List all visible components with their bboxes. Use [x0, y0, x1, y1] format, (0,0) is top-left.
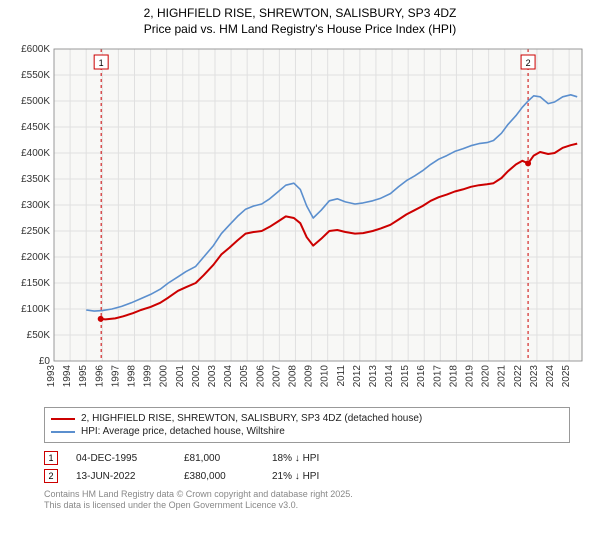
svg-text:2002: 2002: [191, 365, 202, 388]
legend-row-0: 2, HIGHFIELD RISE, SHREWTON, SALISBURY, …: [51, 412, 563, 425]
svg-text:2007: 2007: [271, 365, 282, 388]
svg-text:2020: 2020: [481, 365, 492, 388]
svg-text:£300K: £300K: [21, 200, 50, 211]
svg-text:1997: 1997: [110, 365, 121, 388]
marker-badge-1: 2: [44, 469, 58, 483]
marker-row-0: 1 04-DEC-1995 £81,000 18% ↓ HPI: [44, 449, 570, 467]
legend-label-0: 2, HIGHFIELD RISE, SHREWTON, SALISBURY, …: [81, 413, 422, 424]
attribution-line-1: Contains HM Land Registry data © Crown c…: [44, 489, 570, 500]
chart-title-block: 2, HIGHFIELD RISE, SHREWTON, SALISBURY, …: [0, 0, 600, 41]
svg-text:2024: 2024: [545, 365, 556, 388]
svg-text:2009: 2009: [304, 365, 315, 388]
svg-text:1999: 1999: [143, 365, 154, 388]
svg-text:£350K: £350K: [21, 174, 50, 185]
marker-price-1: £380,000: [184, 471, 254, 482]
svg-text:£500K: £500K: [21, 96, 50, 107]
svg-text:2011: 2011: [336, 365, 347, 387]
svg-text:2017: 2017: [432, 365, 443, 388]
marker-delta-0: 18% ↓ HPI: [272, 453, 319, 464]
svg-text:£400K: £400K: [21, 148, 50, 159]
marker-price-0: £81,000: [184, 453, 254, 464]
svg-text:2022: 2022: [513, 365, 524, 388]
price-chart: £0£50K£100K£150K£200K£250K£300K£350K£400…: [10, 41, 590, 401]
svg-text:1: 1: [99, 58, 104, 68]
svg-text:£600K: £600K: [21, 44, 50, 55]
svg-text:2023: 2023: [529, 365, 540, 388]
svg-text:1993: 1993: [46, 365, 57, 388]
svg-text:1995: 1995: [78, 365, 89, 388]
svg-text:£450K: £450K: [21, 122, 50, 133]
legend-label-1: HPI: Average price, detached house, Wilt…: [81, 426, 285, 437]
svg-text:2013: 2013: [368, 365, 379, 388]
svg-text:1994: 1994: [62, 365, 73, 388]
svg-text:2008: 2008: [287, 365, 298, 388]
svg-text:2006: 2006: [255, 365, 266, 388]
svg-text:£150K: £150K: [21, 278, 50, 289]
marker-date-0: 04-DEC-1995: [76, 453, 166, 464]
svg-text:2019: 2019: [465, 365, 476, 388]
svg-text:2010: 2010: [320, 365, 331, 388]
svg-text:2015: 2015: [400, 365, 411, 388]
svg-text:£550K: £550K: [21, 70, 50, 81]
svg-text:2012: 2012: [352, 365, 363, 388]
attribution: Contains HM Land Registry data © Crown c…: [44, 489, 570, 512]
svg-text:2014: 2014: [384, 365, 395, 388]
title-line-2: Price paid vs. HM Land Registry's House …: [10, 22, 590, 38]
svg-text:2025: 2025: [561, 365, 572, 388]
marker-row-1: 2 13-JUN-2022 £380,000 21% ↓ HPI: [44, 467, 570, 485]
svg-text:2: 2: [526, 58, 531, 68]
svg-text:£50K: £50K: [27, 330, 51, 341]
svg-text:1996: 1996: [94, 365, 105, 388]
svg-text:2016: 2016: [416, 365, 427, 388]
marker-delta-1: 21% ↓ HPI: [272, 471, 319, 482]
svg-text:2003: 2003: [207, 365, 218, 388]
marker-date-1: 13-JUN-2022: [76, 471, 166, 482]
svg-text:2004: 2004: [223, 365, 234, 388]
svg-text:1998: 1998: [126, 365, 137, 388]
svg-text:£200K: £200K: [21, 252, 50, 263]
svg-text:2001: 2001: [175, 365, 186, 388]
svg-text:2005: 2005: [239, 365, 250, 388]
title-line-1: 2, HIGHFIELD RISE, SHREWTON, SALISBURY, …: [10, 6, 590, 22]
legend-swatch-0: [51, 418, 75, 420]
svg-text:2018: 2018: [448, 365, 459, 388]
svg-text:2000: 2000: [159, 365, 170, 388]
legend-row-1: HPI: Average price, detached house, Wilt…: [51, 425, 563, 438]
marker-badge-0: 1: [44, 451, 58, 465]
attribution-line-2: This data is licensed under the Open Gov…: [44, 500, 570, 511]
svg-text:£100K: £100K: [21, 304, 50, 315]
legend-swatch-1: [51, 431, 75, 433]
svg-text:2021: 2021: [497, 365, 508, 388]
legend: 2, HIGHFIELD RISE, SHREWTON, SALISBURY, …: [44, 407, 570, 443]
svg-text:£250K: £250K: [21, 226, 50, 237]
sale-markers-table: 1 04-DEC-1995 £81,000 18% ↓ HPI 2 13-JUN…: [44, 449, 570, 485]
